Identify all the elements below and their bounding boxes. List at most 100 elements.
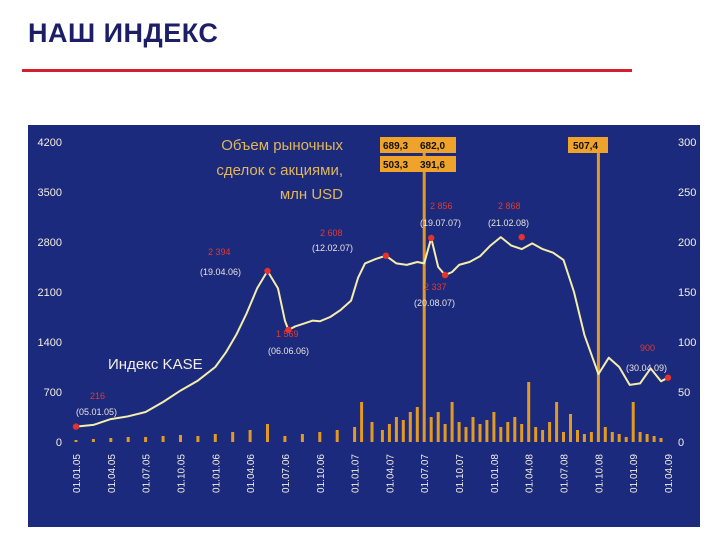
volume-bar [266, 424, 269, 442]
y-right-tick-label: 0 [678, 437, 684, 449]
volume-bar [126, 437, 130, 442]
volume-bar [335, 430, 339, 442]
volume-bar [74, 440, 78, 442]
annotation-date-216: (05.01.05) [76, 407, 117, 417]
volume-bar [144, 437, 148, 442]
annotation-value-2394: 2 394 [208, 247, 231, 257]
volume-legend-line-2: сделок с акциями, [216, 162, 343, 179]
index-marker [285, 326, 292, 334]
volume-bar [582, 434, 586, 442]
volume-bar [360, 402, 364, 442]
volume-bar [589, 432, 593, 442]
volume-bar [450, 402, 454, 442]
x-tick-label: 01.01.07 [351, 454, 362, 493]
annotation-date-2337: (20.08.07) [414, 298, 455, 308]
y-left-tick-label: 3500 [38, 187, 62, 199]
volume-bar [569, 414, 572, 442]
volume-bar [562, 432, 565, 442]
annotation-value-1569: 1 569 [276, 329, 299, 339]
annotation-date-1569: (06.06.06) [268, 346, 309, 356]
volume-bar [659, 438, 663, 442]
volume-legend-line-1: Объем рыночных [221, 137, 343, 154]
chart-panel: 0 700 1400 2100 2800 3500 4200 0 50 100 150 200 250… [28, 125, 700, 527]
callout-value-5: 507,4 [573, 141, 598, 152]
volume-bar [415, 407, 419, 442]
volume-bar [471, 417, 475, 442]
x-tick-label: 01.04.08 [525, 454, 536, 493]
y-right-tick-label: 150 [678, 287, 696, 299]
volume-bar [422, 139, 426, 442]
volume-bar [231, 432, 235, 442]
volume-bar [394, 417, 398, 442]
callout-box-3 [568, 137, 608, 153]
volume-bar [596, 140, 600, 442]
volume-bar [652, 436, 656, 442]
x-tick-label: 01.10.07 [455, 454, 466, 493]
x-tick-label: 01.07.08 [560, 454, 571, 493]
volume-bar [520, 424, 524, 442]
volume-bar [283, 436, 287, 442]
title-rule [22, 69, 632, 72]
x-tick-label: 01.04.09 [664, 454, 675, 493]
volume-bar [109, 438, 113, 442]
y-right-tick-label: 250 [678, 187, 696, 199]
x-tick-label: 01.04.06 [246, 454, 257, 493]
index-marker [264, 267, 271, 275]
volume-bar [179, 435, 182, 442]
volume-bar [387, 424, 391, 442]
volume-bar [380, 430, 384, 442]
volume-bar [464, 427, 468, 442]
annotation-value-2337: 2 337 [424, 282, 447, 292]
index-marker [382, 252, 390, 259]
volume-bar [541, 430, 545, 442]
y-left-tick-label: 0 [56, 437, 62, 449]
volume-bar [527, 382, 531, 442]
volume-bar [370, 422, 374, 442]
annotation-date-2394: (19.04.06) [200, 267, 241, 277]
x-tick-label: 01.01.06 [211, 454, 222, 493]
volume-bar [603, 427, 607, 442]
volume-bar [576, 430, 579, 442]
y-right-tick-label: 300 [678, 137, 696, 149]
x-tick-label: 01.07.05 [142, 454, 153, 493]
callout-box-2 [380, 156, 456, 172]
volume-bar [196, 436, 200, 442]
volume-bar [513, 417, 517, 442]
volume-bar [443, 424, 447, 442]
callout-value-1: 689,3 [383, 141, 408, 152]
x-tick-label: 01.07.07 [420, 454, 431, 493]
volume-bar [534, 427, 538, 442]
index-marker [428, 234, 435, 242]
volume-bar [248, 430, 252, 442]
kase-index-line [75, 236, 669, 428]
kase-index-chart: 0 700 1400 2100 2800 3500 4200 0 50 100 150 200 250… [38, 137, 696, 493]
volume-bar [91, 439, 95, 442]
y-left-tick-label: 2100 [38, 287, 62, 299]
x-tick-label: 01.04.05 [107, 454, 118, 493]
volume-bar [631, 402, 635, 442]
annotation-date-2856: (19.07.07) [420, 218, 461, 228]
volume-bar [555, 402, 559, 442]
annotation-date-2868: (21.02.08) [488, 218, 529, 228]
page-title: НАШ ИНДЕКС [28, 18, 219, 48]
volume-legend-line-3: млн USD [280, 186, 343, 203]
annotation-value-900: 900 [640, 343, 655, 353]
volume-bar [506, 422, 510, 442]
annotation-value-2856: 2 856 [430, 201, 453, 211]
index-marker [441, 271, 449, 279]
annotation-value-2868: 2 868 [498, 201, 521, 211]
volume-bar [401, 420, 405, 442]
x-tick-label: 01.01.05 [72, 454, 83, 493]
volume-bar [617, 434, 621, 442]
annotation-date-2608: (12.02.07) [312, 243, 353, 253]
volume-bar [429, 417, 433, 442]
annotation-date-900: (30.04.09) [626, 363, 667, 373]
x-tick-label: 01.10.08 [594, 454, 605, 493]
callout-value-3: 503,3 [383, 160, 408, 171]
index-marker [518, 233, 525, 241]
x-tick-label: 01.10.05 [177, 454, 188, 493]
volume-bar [548, 422, 552, 442]
callout-value-2: 682,0 [420, 141, 445, 152]
volume-bar [213, 434, 217, 442]
x-tick-label: 01.01.09 [629, 454, 640, 493]
